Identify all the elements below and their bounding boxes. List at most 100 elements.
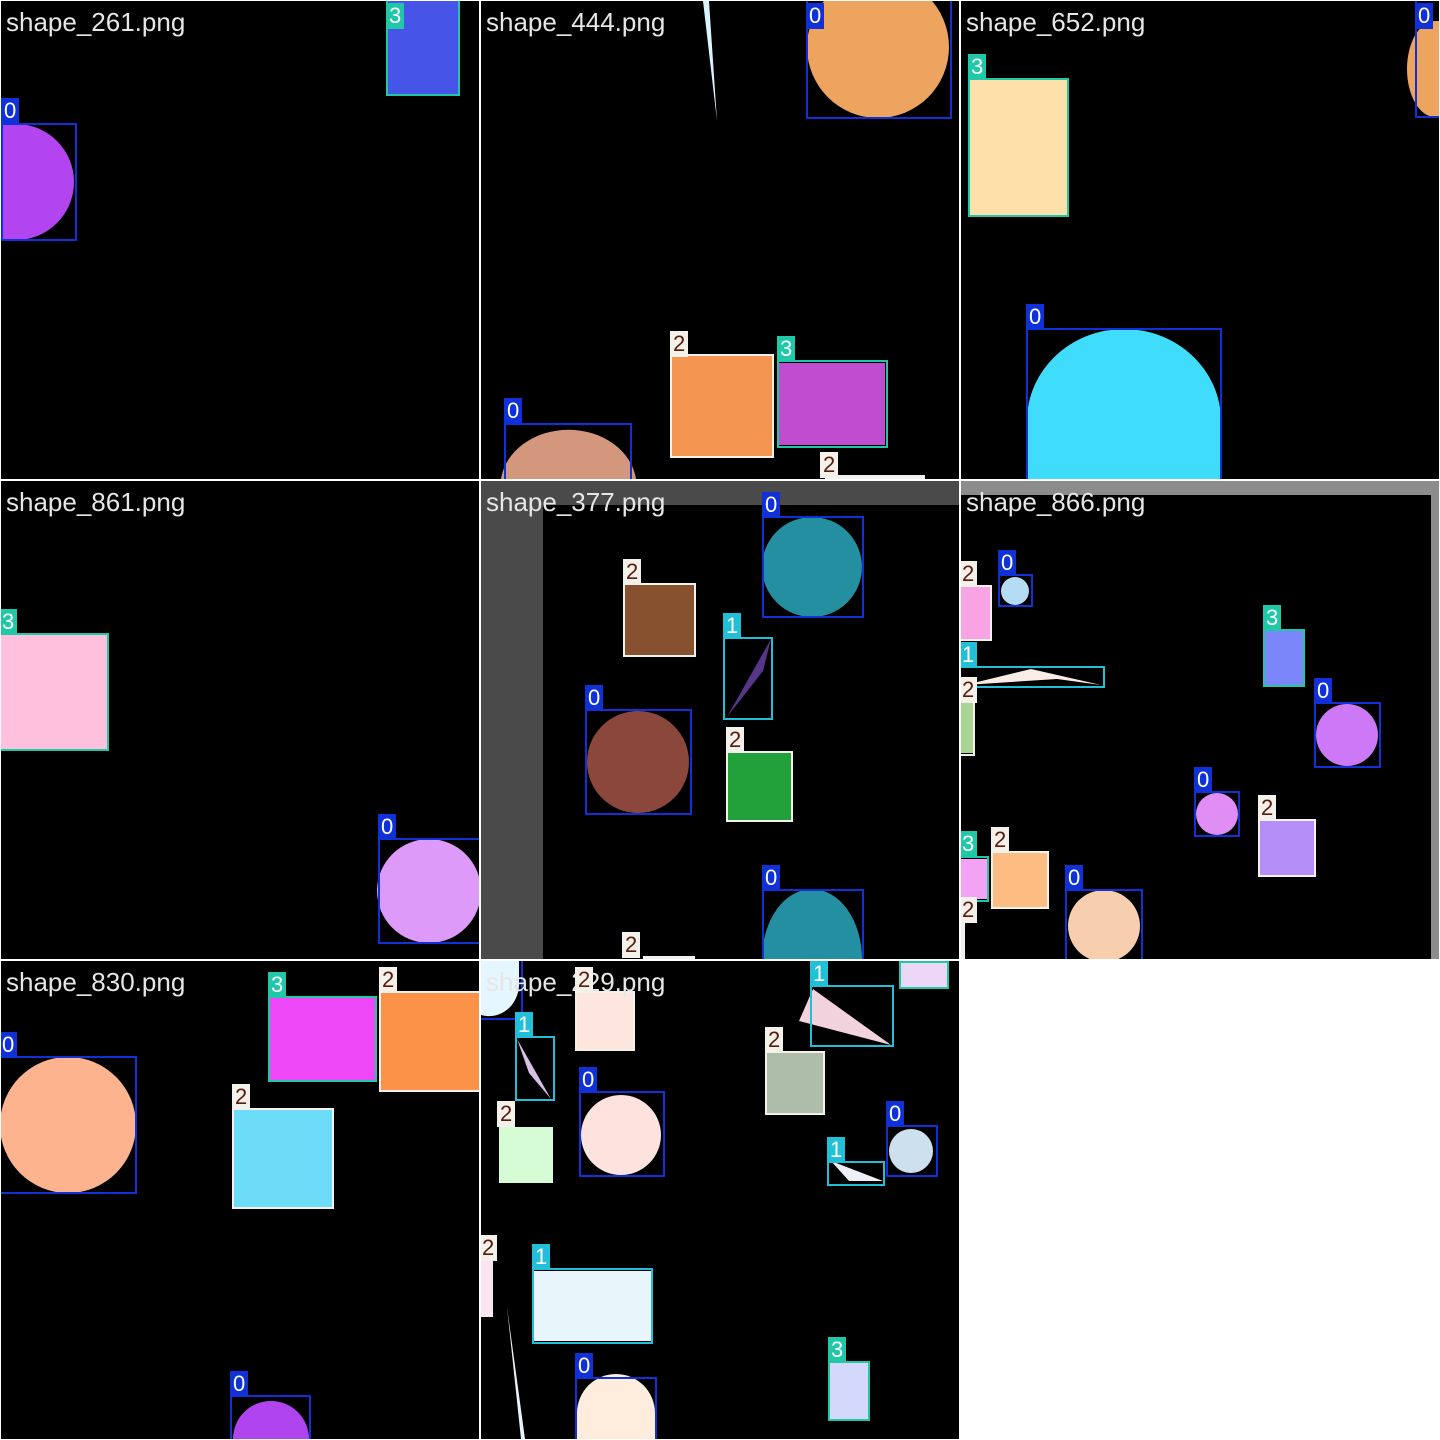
tile-title: shape_861.png: [6, 487, 186, 517]
rectangle-shape: [901, 963, 947, 987]
rectangle-shape: [961, 905, 965, 959]
shapes-canvas: [481, 961, 947, 1439]
tile-title: shape_830.png: [6, 967, 186, 997]
circle-shape: [762, 517, 862, 617]
bbox-class-0: [886, 1125, 938, 1177]
bbox-class-1: [532, 1268, 653, 1344]
bbox-label: 0: [230, 1371, 249, 1397]
bbox-class-3: [961, 856, 989, 902]
bbox-class-0: [998, 574, 1033, 607]
rectangle-shape: [993, 853, 1047, 907]
rectangle-shape: [825, 475, 925, 479]
bbox-class-0: [481, 961, 523, 1020]
shapes-canvas: [1, 1, 459, 240]
bbox-class-2: [232, 1108, 334, 1209]
gray-border-band: [961, 481, 1439, 495]
circle-shape: [1, 1057, 136, 1193]
circle-shape: [481, 961, 519, 1017]
circle-shape: [1316, 704, 1378, 766]
gray-border-band: [1431, 481, 1439, 959]
triangle-shape: [799, 989, 891, 1045]
circle-shape: [577, 1374, 655, 1439]
bbox-class-2: [575, 991, 635, 1051]
tile-shape-377: shape_377.png 0 2 1 0 2 0 2: [481, 481, 959, 959]
bbox-label: 0: [575, 1353, 594, 1379]
bbox-label: 3: [268, 972, 287, 998]
circle-shape: [377, 839, 479, 943]
bbox-class-0: [230, 1395, 311, 1439]
circle-shape: [587, 711, 689, 813]
rectangle-shape: [672, 356, 772, 456]
bbox-label: 2: [765, 1027, 784, 1053]
circle-shape: [1196, 793, 1238, 835]
bbox-class-0: [1065, 889, 1143, 959]
bbox-label: 0: [1065, 865, 1084, 891]
bbox-class-0: [1, 1056, 137, 1194]
bbox-label: 0: [762, 492, 781, 518]
rectangle-shape: [779, 363, 885, 445]
circle-shape: [807, 1, 949, 118]
rectangle-shape: [830, 1363, 868, 1419]
bbox-class-3: [899, 961, 949, 989]
bbox-label: 3: [386, 3, 405, 29]
bbox-label: 0: [1, 1032, 18, 1058]
bbox-label: 2: [820, 452, 839, 478]
bbox-class-2: [623, 583, 696, 657]
bbox-label: 1: [827, 1137, 846, 1163]
rectangle-shape: [1, 634, 107, 749]
bbox-label: 1: [723, 613, 742, 639]
bbox-class-0: [579, 1091, 665, 1177]
circle-shape: [233, 1401, 309, 1439]
tile-title: shape_377.png: [486, 487, 666, 517]
bbox-class-2: [379, 991, 479, 1092]
bbox-class-2: [961, 585, 992, 641]
bbox-class-3: [968, 78, 1069, 217]
bbox-label: 3: [1263, 605, 1282, 631]
bbox-label: 2: [726, 727, 745, 753]
bbox-label: 2: [379, 967, 398, 993]
triangle-shape: [965, 669, 1101, 685]
bbox-class-2: [991, 851, 1049, 909]
tile-shape-229: shape_229.png 0 2 1 1 0 2 2 0 1 2 1 0 3 …: [481, 961, 959, 1439]
bbox-label: 0: [1, 98, 20, 124]
bbox-label: 2: [1258, 795, 1277, 821]
shapes-canvas: [1, 993, 479, 1439]
bbox-class-0: [575, 1377, 657, 1439]
bbox-class-0: [1, 123, 77, 241]
circle-shape: [1, 124, 74, 240]
tile-title: shape_261.png: [6, 7, 186, 37]
rectangle-shape: [961, 587, 991, 639]
rectangle-shape: [727, 752, 791, 820]
rectangle-shape: [767, 1053, 823, 1113]
rectangle-shape: [1260, 821, 1314, 875]
bbox-label: 3: [899, 961, 918, 963]
tile-shape-652: shape_652.png 0 3 0: [961, 1, 1439, 479]
bbox-label: 1: [515, 1012, 534, 1038]
bbox-label: 3: [961, 831, 978, 857]
shapes-canvas: [1, 634, 479, 943]
rectangle-shape: [969, 79, 1067, 215]
triangle-shape: [507, 1307, 525, 1439]
triangle-shape: [533, 1271, 651, 1341]
bbox-class-1: [810, 985, 894, 1047]
bbox-label: 2: [961, 561, 978, 587]
bbox-label: 2: [232, 1084, 251, 1110]
rectangle-shape: [481, 1259, 493, 1317]
bbox-label: 0: [378, 814, 397, 840]
bbox-class-3: [386, 1, 460, 96]
bbox-label: 3: [777, 336, 796, 362]
bbox-class-1: [515, 1036, 555, 1101]
circle-shape: [1027, 329, 1221, 479]
bbox-class-3: [268, 996, 377, 1082]
tile-shape-866: shape_866.png 2 0 1 2 3 0 0 2 3 2 0 2: [961, 481, 1439, 959]
bbox-label: 2: [623, 559, 642, 585]
rectangle-shape: [577, 993, 633, 1049]
bbox-label: 0: [1314, 678, 1333, 704]
bbox-class-1: [827, 1161, 885, 1186]
bbox-label: 0: [1415, 3, 1434, 29]
bbox-class-0: [378, 838, 479, 944]
bbox-label: 0: [504, 398, 523, 424]
bbox-class-0: [1415, 1, 1439, 118]
bbox-label: 0: [998, 550, 1017, 576]
bbox-label: 2: [991, 827, 1010, 853]
